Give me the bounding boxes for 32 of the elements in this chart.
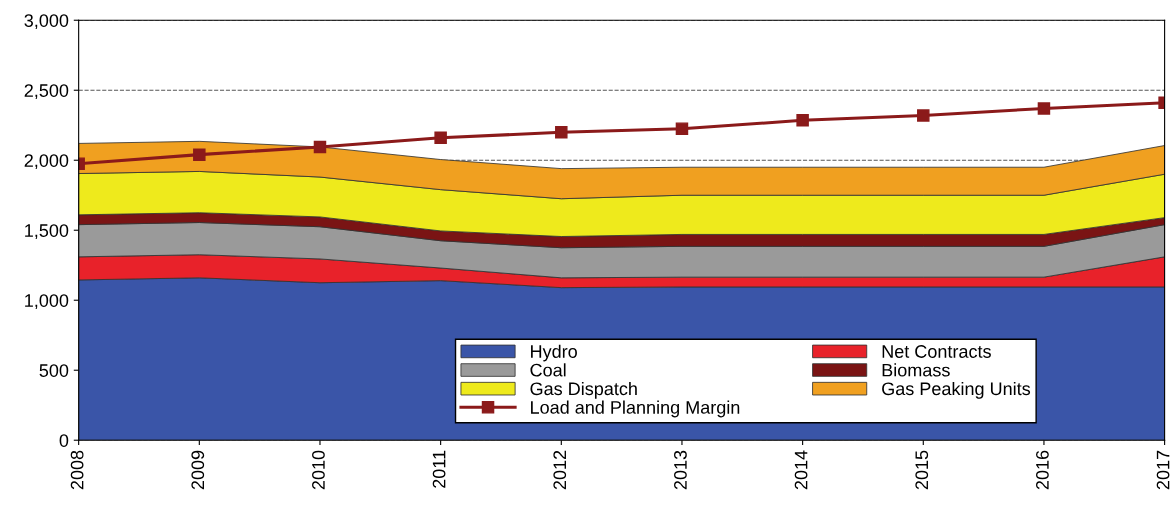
legend-label: Net Contracts <box>882 345 991 358</box>
point <box>796 114 809 127</box>
point <box>313 140 327 154</box>
x-tick-label: 2010 <box>312 450 325 490</box>
legend-label: Gas Dispatch <box>530 381 637 399</box>
point <box>193 148 206 161</box>
x-tick-label: 2015 <box>915 450 929 490</box>
x-tick-label: 2012 <box>553 450 567 490</box>
y-tick-label: 500 <box>39 364 69 377</box>
x-tick-label: 2014 <box>794 450 808 490</box>
x-tick-label: 2017 <box>1156 450 1170 490</box>
legend-label: Load and Planning Margin <box>531 400 740 418</box>
legend-label: Gas Peaking Units <box>882 381 1031 399</box>
y-tick-label: 2,500 <box>24 84 69 100</box>
point <box>555 125 568 139</box>
legend-label: Biomass <box>882 363 950 377</box>
y-tick-label: 2,000 <box>24 154 69 170</box>
x-tick-label: 2011 <box>432 450 446 488</box>
point <box>434 131 447 145</box>
y-tick-label: 1,500 <box>25 224 69 240</box>
y-tick-label: 1,000 <box>25 294 69 310</box>
point <box>675 122 689 135</box>
x-tick-label: 2016 <box>1036 450 1049 490</box>
legend-label: Hydro <box>531 344 577 362</box>
legend-label: Coal <box>530 363 566 377</box>
point <box>1037 102 1051 115</box>
x-tick-label: 2013 <box>674 450 687 490</box>
x-tick-label: 2009 <box>191 450 205 490</box>
y-tick-label: 0 <box>59 434 69 447</box>
y-tick-label: 3,000 <box>24 14 69 30</box>
point <box>917 109 930 122</box>
x-tick-label: 2008 <box>70 450 84 490</box>
